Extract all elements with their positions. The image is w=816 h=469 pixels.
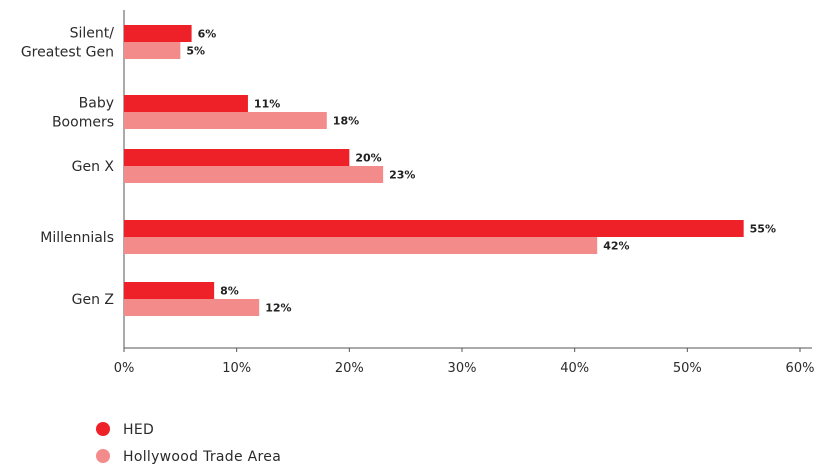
- x-tick-label: 50%: [673, 361, 702, 376]
- category-label: Gen X: [72, 159, 115, 175]
- x-tick-label: 30%: [448, 361, 477, 376]
- bar-hed: [124, 25, 192, 42]
- legend: HED Hollywood Trade Area: [96, 422, 281, 465]
- legend-label: Hollywood Trade Area: [123, 449, 281, 465]
- bar-hollywood-trade-area: [124, 166, 384, 183]
- category-label: Millennials: [40, 230, 114, 246]
- data-labels: 6% 11% 20% 55% 8% 5% 18% 23% 42% 12%: [186, 28, 776, 315]
- x-tick-label: 60%: [786, 361, 815, 376]
- bar-hed: [124, 220, 744, 237]
- x-tick-label: 10%: [222, 361, 251, 376]
- data-label: 8%: [220, 285, 239, 298]
- bar-hollywood-trade-area: [124, 42, 181, 59]
- legend-label: HED: [123, 422, 154, 438]
- category-label: Greatest Gen: [21, 45, 114, 61]
- data-label: 23%: [389, 169, 415, 182]
- data-label: 42%: [603, 240, 629, 253]
- category-label: Silent/: [70, 26, 115, 42]
- category-label: Baby: [79, 96, 114, 112]
- data-label: 12%: [265, 302, 291, 315]
- x-tick-label: 0%: [114, 361, 135, 376]
- data-label: 55%: [750, 223, 776, 236]
- bar-hollywood-trade-area: [124, 299, 260, 316]
- bar-hollywood-trade-area: [124, 237, 598, 254]
- legend-marker: [96, 449, 110, 463]
- x-tick-label: 20%: [335, 361, 364, 376]
- legend-marker: [96, 422, 110, 436]
- bars: [124, 25, 744, 316]
- bar-hollywood-trade-area: [124, 112, 327, 129]
- category-label: Gen Z: [72, 292, 114, 308]
- category-label: Boomers: [52, 115, 114, 131]
- data-label: 20%: [355, 152, 381, 165]
- data-label: 18%: [333, 115, 359, 128]
- data-label: 5%: [186, 45, 205, 58]
- x-tick-label: 40%: [560, 361, 589, 376]
- axes: 0% 10% 20% 30% 40% 50% 60% Silent/Greatest Gen B…: [21, 10, 815, 376]
- data-label: 11%: [254, 98, 280, 111]
- bar-hed: [124, 282, 215, 299]
- data-label: 6%: [198, 28, 217, 41]
- bar-hed: [124, 95, 248, 112]
- bar-hed: [124, 149, 350, 166]
